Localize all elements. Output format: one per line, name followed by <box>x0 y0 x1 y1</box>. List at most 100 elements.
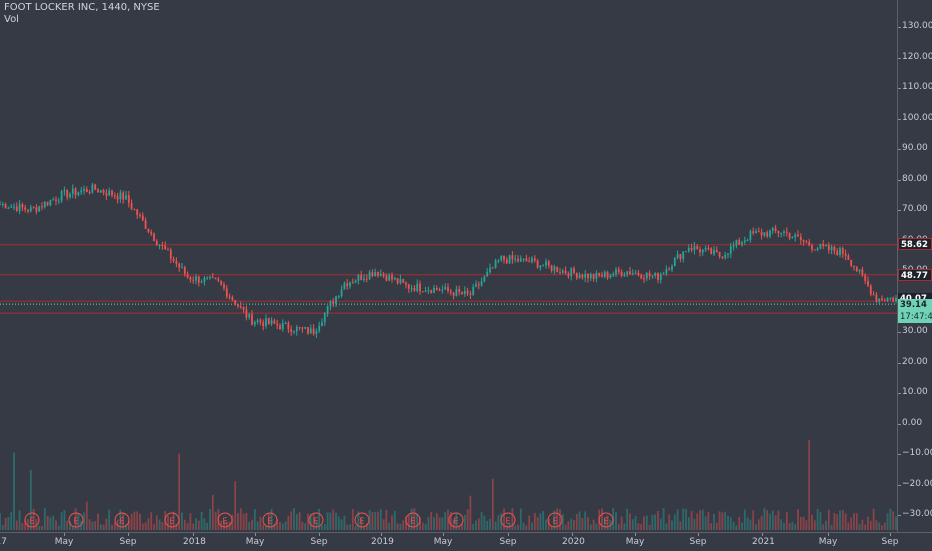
candle-body <box>505 259 508 264</box>
candle-body <box>606 272 609 278</box>
candle-body <box>746 239 749 241</box>
volume-bar <box>553 510 556 530</box>
candle-body <box>855 267 858 272</box>
time-tick <box>635 533 636 536</box>
candle-body <box>466 290 469 294</box>
candle-body <box>228 296 231 298</box>
volume-bar <box>710 523 713 530</box>
candle-body <box>500 255 503 261</box>
volume-bar <box>147 518 150 530</box>
time-tick-label: May <box>625 537 645 547</box>
candle-body <box>399 279 402 284</box>
candle-body <box>433 287 435 293</box>
volume-bar <box>130 514 133 530</box>
volume-bar <box>430 511 433 530</box>
volume-bar <box>139 513 141 530</box>
candle-body <box>29 207 32 212</box>
candle-body <box>648 272 651 276</box>
candle-body <box>407 284 410 289</box>
candle-body <box>211 277 214 279</box>
candle-body <box>458 289 461 292</box>
volume-bar <box>35 518 38 530</box>
volume-bar <box>654 514 657 530</box>
candle-body <box>799 236 802 241</box>
volume-bar <box>113 522 116 530</box>
candle-body <box>721 256 724 258</box>
volume-bar <box>486 520 489 530</box>
volume-bar <box>153 523 155 530</box>
volume-bar <box>755 524 757 530</box>
candle-body <box>573 268 575 273</box>
volume-bar <box>424 524 427 530</box>
volume-bar <box>836 514 839 530</box>
time-tick-label: Sep <box>881 537 899 547</box>
volume-bar <box>626 508 629 530</box>
price-tick-label: 130.00 <box>902 21 932 31</box>
candle-body <box>365 278 368 280</box>
volume-bar <box>559 509 561 530</box>
volume-bar <box>671 520 673 530</box>
volume-bar <box>592 519 595 530</box>
candle-body <box>13 206 15 208</box>
candle-body <box>130 202 133 209</box>
time-axis[interactable]: 2017 May Sep 2018 May Sep 2019 May Sep 2020 May Sep… <box>0 532 932 551</box>
earnings-marker-label: E <box>359 517 364 526</box>
volume-bar <box>225 521 228 530</box>
candle-body <box>60 191 63 201</box>
time-tick-label: 2019 <box>371 537 394 547</box>
volume-bar <box>564 524 567 530</box>
volume-label: Vol <box>4 14 19 25</box>
volume-bar <box>587 517 589 530</box>
volume-bar <box>533 512 536 530</box>
candle-body <box>265 318 267 327</box>
earnings-marker <box>217 512 233 528</box>
volume-bar <box>631 519 634 530</box>
candle-body <box>620 271 623 276</box>
candle-body <box>57 200 60 202</box>
volume-bar <box>458 525 461 530</box>
candle-body <box>245 309 248 318</box>
candle-body <box>592 274 595 279</box>
candle-body <box>808 241 811 246</box>
level-badge-58: 58.62 <box>898 238 932 250</box>
volume-bar <box>0 512 1 530</box>
candle-body <box>251 314 253 325</box>
volume-bar <box>85 501 88 530</box>
price-tick-label: 120.00 <box>902 51 932 62</box>
candle-body <box>542 265 545 267</box>
candle-body <box>729 246 732 254</box>
candle-body <box>713 249 715 255</box>
candle-body <box>0 203 1 205</box>
candle-body <box>435 287 438 290</box>
candle-body <box>836 251 839 255</box>
volume-bar <box>615 512 617 530</box>
candle-body <box>203 277 206 282</box>
earnings-marker <box>262 512 278 528</box>
earnings-marker-label: E <box>267 517 272 526</box>
candle-body <box>671 266 673 270</box>
candle-body <box>757 231 760 233</box>
earnings-marker <box>354 512 370 528</box>
volume-bar <box>732 521 735 530</box>
volume-bar <box>673 514 676 530</box>
volume-bar <box>186 523 189 530</box>
last-price-badge: 39.14 <box>898 299 932 311</box>
candle-body <box>413 287 416 291</box>
volume-bar <box>413 508 416 530</box>
candle-body <box>346 283 349 287</box>
price-axis[interactable]: 130.00120.00110.00100.0090.0080.0070.006… <box>897 0 932 532</box>
volume-bar <box>785 512 788 530</box>
candle-body <box>343 283 346 290</box>
volume-bar <box>867 516 869 530</box>
volume-bar <box>4 517 7 530</box>
candle-body <box>816 248 819 251</box>
candle-body <box>875 294 878 302</box>
candle-body <box>763 232 766 236</box>
volume-bar <box>872 508 875 530</box>
candle-body <box>679 254 682 259</box>
candle-body <box>287 323 290 330</box>
time-tick <box>319 533 320 536</box>
candle-body <box>769 230 771 237</box>
